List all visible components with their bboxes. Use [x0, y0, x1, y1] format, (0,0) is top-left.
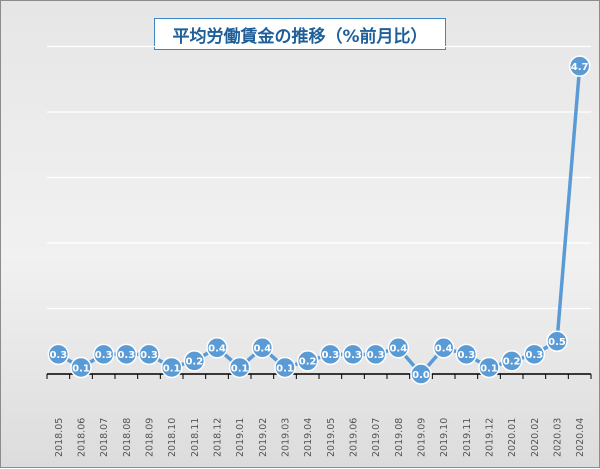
data-point	[228, 356, 251, 379]
data-point	[478, 356, 500, 379]
data-label: 0.0	[412, 370, 430, 381]
data-label: 0.3	[344, 350, 362, 361]
x-tick-label: 2019.05	[326, 418, 337, 457]
x-tick-label: 2019.11	[462, 418, 473, 457]
data-point	[115, 343, 138, 366]
data-markers: 0.3 0.1 0.3 0.3 0.3 0.1 0.2 0.4 0.1 0.4 0.1 0.2 0.3 0…	[47, 55, 591, 385]
data-label: 0.1	[231, 363, 249, 374]
x-tick-label: 2020.02	[530, 418, 541, 457]
data-label: 4.7	[571, 62, 589, 73]
chart-title: 平均労働賃金の推移（%前月比）	[172, 26, 428, 47]
data-point	[455, 343, 478, 366]
data-label: 0.1	[163, 363, 181, 374]
data-label: 0.3	[49, 350, 67, 361]
x-tick-label: 2019.09	[417, 418, 428, 457]
data-label: 0.3	[525, 350, 543, 361]
data-point	[364, 343, 387, 366]
data-label: 0.2	[185, 357, 203, 368]
x-tick-label: 2018.11	[190, 418, 201, 457]
x-tick-label: 2018.08	[122, 418, 133, 457]
x-tick-label: 2018.09	[145, 418, 156, 457]
data-label: 0.3	[140, 350, 158, 361]
gridlines	[47, 45, 591, 310]
data-point	[206, 337, 228, 359]
data-point	[183, 350, 206, 372]
data-label: 0.5	[548, 337, 566, 348]
data-point	[138, 343, 160, 366]
data-point	[160, 356, 183, 379]
x-tick-label: 2018.07	[99, 418, 110, 457]
data-label: 0.3	[95, 350, 113, 361]
x-tick-label: 2020.01	[507, 418, 518, 457]
data-point	[546, 330, 568, 352]
data-label: 0.4	[253, 344, 271, 355]
x-tick-label: 2018.12	[213, 418, 224, 457]
x-tick-labels: 2018.05 2018.06 2018.07 2018.08 2018.09 2018.…	[54, 418, 586, 457]
data-point	[319, 343, 342, 366]
data-point	[251, 337, 274, 359]
x-tick-label: 2019.03	[281, 418, 292, 457]
data-point	[568, 55, 591, 77]
x-tick-label: 2019.07	[371, 418, 382, 457]
data-label: 0.1	[480, 363, 498, 374]
x-tick-label: 2019.08	[394, 418, 405, 457]
x-axis	[46, 373, 592, 379]
data-label: 0.1	[276, 363, 294, 374]
data-label: 0.2	[299, 357, 317, 368]
data-point	[274, 356, 296, 379]
data-point	[523, 343, 546, 366]
x-tick-label: 2018.05	[54, 418, 65, 457]
x-tick-label: 2019.01	[235, 418, 246, 457]
x-tick-label: 2019.12	[485, 418, 496, 457]
data-point	[92, 343, 115, 366]
data-point	[70, 356, 92, 379]
x-tick-label: 2020.04	[575, 418, 586, 457]
data-label: 0.3	[117, 350, 135, 361]
data-label: 0.1	[72, 363, 90, 374]
x-tick-label: 2019.06	[349, 418, 360, 457]
data-point	[342, 343, 364, 366]
data-label: 0.4	[389, 344, 407, 355]
x-tick-label: 2018.10	[167, 418, 178, 457]
data-label: 0.4	[208, 344, 226, 355]
data-point	[410, 363, 432, 385]
data-point	[432, 337, 455, 359]
data-label: 0.3	[367, 350, 385, 361]
x-tick-label: 2019.02	[258, 418, 269, 457]
chart-title-box: 平均労働賃金の推移（%前月比）	[154, 18, 446, 50]
data-point	[47, 343, 70, 366]
data-point	[387, 337, 410, 359]
x-tick-label: 2019.04	[303, 418, 314, 457]
data-point	[500, 350, 523, 372]
data-label: 0.4	[435, 344, 453, 355]
x-tick-label: 2018.06	[77, 418, 88, 457]
data-label: 0.2	[503, 357, 521, 368]
data-label: 0.3	[457, 350, 475, 361]
data-label: 0.3	[321, 350, 339, 361]
data-point	[296, 350, 319, 372]
x-tick-label: 2020.03	[553, 418, 564, 457]
x-tick-label: 2019.10	[439, 418, 450, 457]
